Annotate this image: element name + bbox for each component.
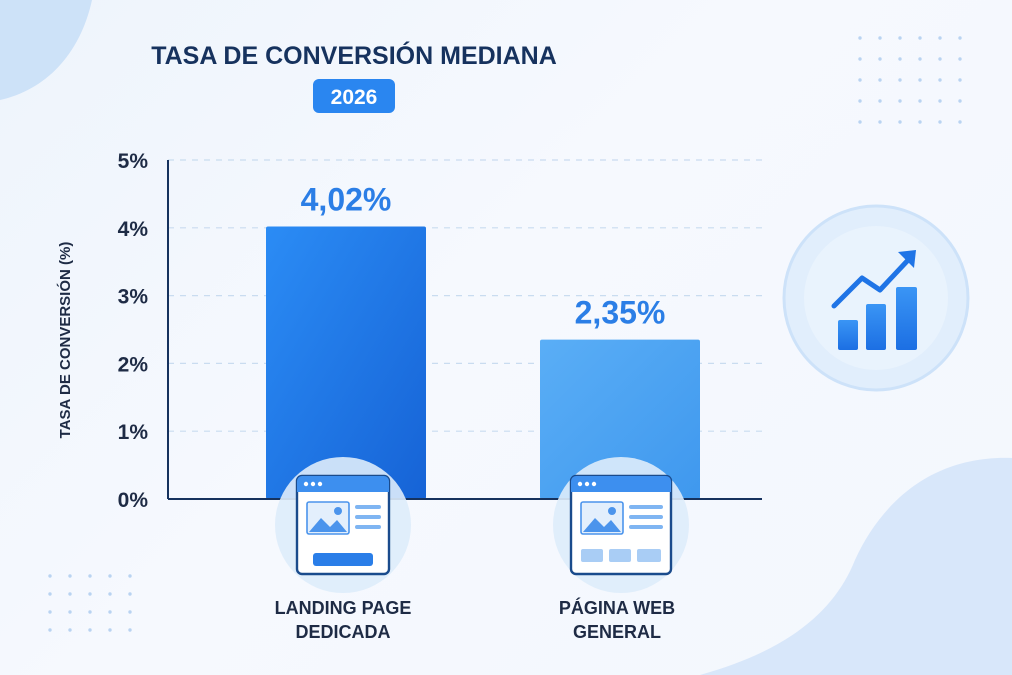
decor-dot xyxy=(938,36,942,40)
value-labels: 4,02% 2,35% xyxy=(301,181,666,330)
decor-dot xyxy=(858,120,862,124)
decor-dot xyxy=(878,120,882,124)
decor-dot xyxy=(88,574,92,578)
growth-chart-icon xyxy=(782,204,970,392)
decor-dot xyxy=(898,99,902,103)
decor-blob-top-left xyxy=(0,0,92,100)
y-tick-label: 2% xyxy=(118,353,149,376)
decor-dot xyxy=(958,57,962,61)
year-badge xyxy=(313,79,395,113)
bar xyxy=(540,339,700,499)
y-tick-label: 1% xyxy=(118,421,149,444)
x-tick-label: GENERAL xyxy=(573,622,661,642)
decor-dot xyxy=(858,78,862,82)
decor-dot xyxy=(918,36,922,40)
x-tick-labels: LANDING PAGE DEDICADA PÁGINA WEB GENERAL xyxy=(275,597,676,642)
y-axis-label: TASA DE CONVERSIÓN (%) xyxy=(56,242,74,439)
decor-dot xyxy=(88,610,92,614)
decor-dot xyxy=(958,99,962,103)
decor-dot xyxy=(48,628,52,632)
decor-dot xyxy=(898,120,902,124)
decor-dot xyxy=(918,78,922,82)
decor-dot xyxy=(128,592,132,596)
x-tick-label: PÁGINA WEB xyxy=(559,597,675,618)
decor-dot xyxy=(88,628,92,632)
decor-dot xyxy=(88,592,92,596)
x-tick-label: LANDING PAGE xyxy=(275,598,412,618)
decor-dot xyxy=(108,628,112,632)
decor-dot xyxy=(898,57,902,61)
decor-dot xyxy=(938,99,942,103)
decor-dot xyxy=(878,36,882,40)
y-tick-label: 4% xyxy=(118,218,149,241)
landing-page-icon xyxy=(275,457,411,593)
value-label: 4,02% xyxy=(301,181,392,217)
decor-dot xyxy=(958,36,962,40)
decor-dot xyxy=(958,120,962,124)
web-page-icon xyxy=(553,457,689,593)
decor-dots-bottom-left xyxy=(48,574,132,632)
decor-dot xyxy=(938,78,942,82)
decor-dot xyxy=(48,610,52,614)
decor-dot xyxy=(128,574,132,578)
decor-dot xyxy=(938,120,942,124)
decor-dot xyxy=(68,574,72,578)
bar xyxy=(266,226,426,499)
decor-dot xyxy=(858,57,862,61)
decor-dot xyxy=(918,57,922,61)
decor-dot xyxy=(858,99,862,103)
year-badge-label: 2026 xyxy=(331,86,378,109)
decor-dot xyxy=(878,57,882,61)
decor-dot xyxy=(128,628,132,632)
decor-dot xyxy=(918,99,922,103)
decor-dot xyxy=(68,592,72,596)
decor-dot xyxy=(48,592,52,596)
decor-dot xyxy=(108,610,112,614)
decor-dot xyxy=(68,610,72,614)
decor-dot xyxy=(128,610,132,614)
decor-dot xyxy=(48,574,52,578)
y-tick-label: 0% xyxy=(118,489,149,512)
value-label: 2,35% xyxy=(575,295,666,331)
decor-dot xyxy=(108,592,112,596)
decor-dot xyxy=(878,78,882,82)
decor-dot xyxy=(898,78,902,82)
y-tick-label: 5% xyxy=(118,150,149,173)
decor-dot xyxy=(898,36,902,40)
y-tick-labels: 0% 1% 2% 3% 4% 5% xyxy=(118,150,149,512)
decor-dot xyxy=(958,78,962,82)
bars xyxy=(266,226,700,499)
decor-dot xyxy=(938,57,942,61)
decor-blob-bottom-right xyxy=(700,457,1012,675)
y-tick-label: 3% xyxy=(118,286,149,309)
chart-title: TASA DE CONVERSIÓN MEDIANA xyxy=(151,40,557,70)
decor-dot xyxy=(68,628,72,632)
decor-dot xyxy=(918,120,922,124)
decor-dot xyxy=(858,36,862,40)
decor-dot xyxy=(878,99,882,103)
decor-dots-top-right xyxy=(858,36,962,124)
decor-dot xyxy=(108,574,112,578)
x-tick-label: DEDICADA xyxy=(295,622,390,642)
